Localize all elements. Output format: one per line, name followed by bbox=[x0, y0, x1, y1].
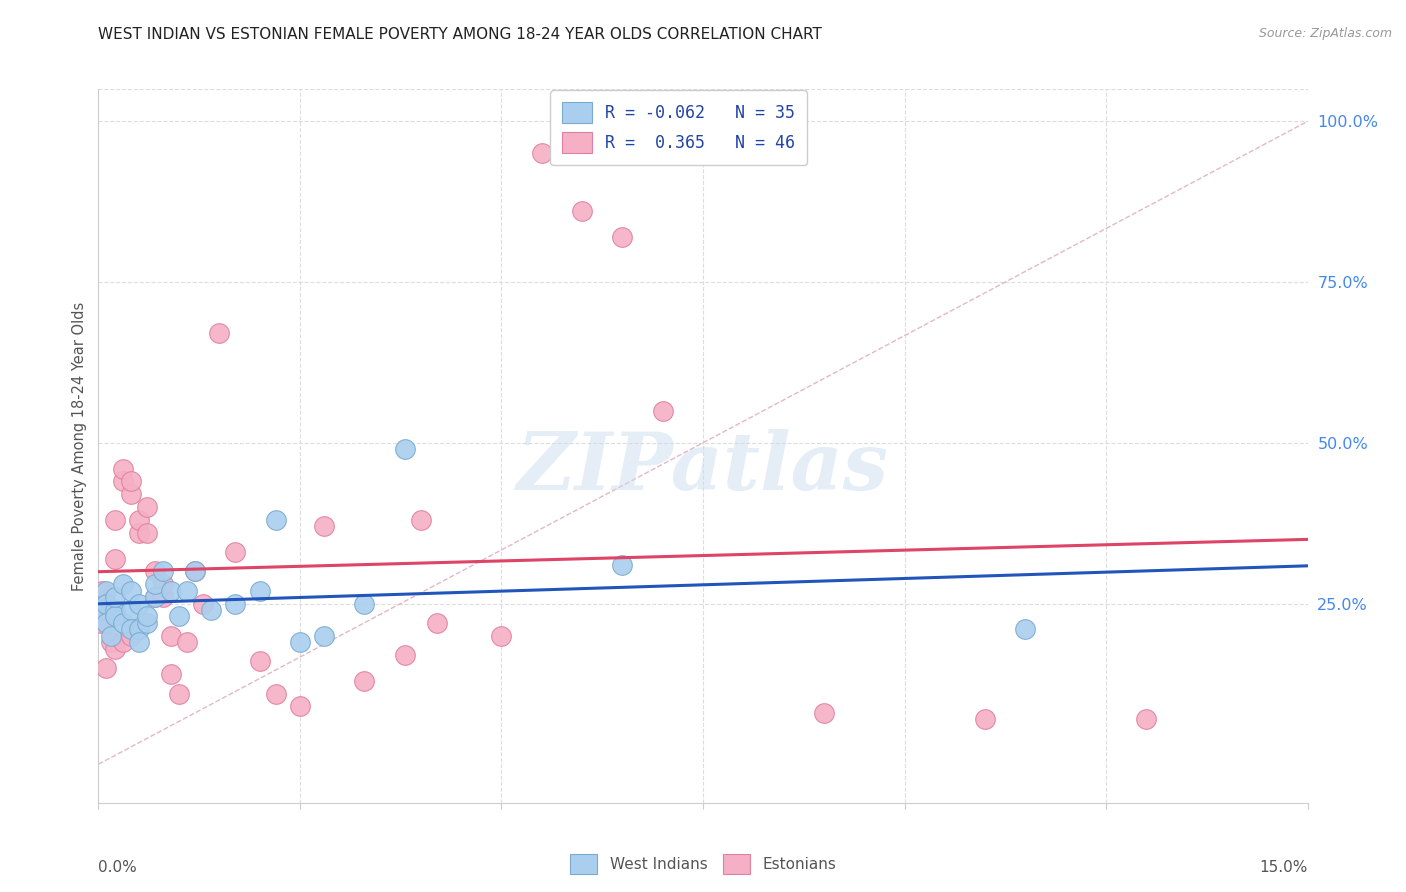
Point bbox=[111, 475, 134, 489]
Text: 0.0%: 0.0% bbox=[98, 860, 138, 875]
Point bbox=[96, 597, 118, 611]
Point bbox=[394, 442, 416, 457]
Point bbox=[143, 577, 166, 591]
Point bbox=[184, 565, 207, 579]
Point bbox=[314, 629, 336, 643]
Point bbox=[160, 629, 183, 643]
Point bbox=[103, 641, 125, 656]
Point bbox=[135, 500, 157, 514]
Point bbox=[111, 615, 134, 630]
Point bbox=[208, 326, 231, 341]
Point bbox=[135, 609, 157, 624]
Point bbox=[120, 622, 142, 636]
Point bbox=[224, 545, 246, 559]
Point bbox=[152, 565, 174, 579]
Point bbox=[409, 513, 432, 527]
Point bbox=[176, 583, 198, 598]
Point bbox=[111, 577, 134, 591]
Point bbox=[120, 603, 142, 617]
Point bbox=[353, 673, 375, 688]
Point bbox=[120, 583, 142, 598]
Point bbox=[120, 629, 142, 643]
Point bbox=[96, 615, 118, 630]
Point bbox=[249, 654, 271, 668]
Point bbox=[91, 583, 114, 598]
Point bbox=[1135, 712, 1157, 726]
Point bbox=[530, 146, 553, 161]
Point bbox=[128, 525, 150, 540]
Point bbox=[111, 635, 134, 649]
Text: Source: ZipAtlas.com: Source: ZipAtlas.com bbox=[1258, 27, 1392, 40]
Point bbox=[1014, 622, 1036, 636]
Point bbox=[96, 583, 118, 598]
Point bbox=[111, 461, 134, 475]
Point bbox=[193, 597, 215, 611]
Point bbox=[103, 609, 125, 624]
Point bbox=[167, 609, 190, 624]
Point bbox=[249, 583, 271, 598]
Point bbox=[120, 475, 142, 489]
Point bbox=[128, 635, 150, 649]
Point bbox=[612, 230, 634, 244]
Text: 15.0%: 15.0% bbox=[1260, 860, 1308, 875]
Point bbox=[353, 597, 375, 611]
Legend: West Indians, Estonians: West Indians, Estonians bbox=[564, 848, 842, 880]
Point bbox=[143, 590, 166, 604]
Point bbox=[224, 597, 246, 611]
Point bbox=[135, 525, 157, 540]
Point bbox=[100, 635, 122, 649]
Point bbox=[264, 686, 287, 700]
Point bbox=[103, 551, 125, 566]
Point bbox=[143, 565, 166, 579]
Point bbox=[612, 558, 634, 572]
Point bbox=[974, 712, 997, 726]
Point bbox=[103, 513, 125, 527]
Text: WEST INDIAN VS ESTONIAN FEMALE POVERTY AMONG 18-24 YEAR OLDS CORRELATION CHART: WEST INDIAN VS ESTONIAN FEMALE POVERTY A… bbox=[98, 27, 823, 42]
Point bbox=[651, 403, 673, 417]
Point bbox=[200, 603, 222, 617]
Point bbox=[160, 583, 183, 598]
Point bbox=[394, 648, 416, 662]
Point bbox=[176, 635, 198, 649]
Point bbox=[288, 635, 311, 649]
Point bbox=[184, 565, 207, 579]
Point bbox=[571, 204, 593, 219]
Point bbox=[135, 615, 157, 630]
Point bbox=[264, 513, 287, 527]
Point bbox=[91, 603, 114, 617]
Point bbox=[152, 590, 174, 604]
Point bbox=[160, 667, 183, 681]
Point bbox=[152, 577, 174, 591]
Point bbox=[128, 622, 150, 636]
Point bbox=[491, 629, 513, 643]
Point bbox=[103, 603, 125, 617]
Point bbox=[167, 686, 190, 700]
Point bbox=[90, 615, 112, 630]
Point bbox=[128, 513, 150, 527]
Point bbox=[96, 597, 118, 611]
Point bbox=[103, 590, 125, 604]
Point bbox=[100, 629, 122, 643]
Point bbox=[128, 597, 150, 611]
Point bbox=[120, 487, 142, 501]
Point bbox=[314, 519, 336, 533]
Point bbox=[426, 615, 449, 630]
Point bbox=[288, 699, 311, 714]
Point bbox=[143, 590, 166, 604]
Point bbox=[813, 706, 835, 720]
Point bbox=[96, 661, 118, 675]
Legend: R = -0.062   N = 35, R =  0.365   N = 46: R = -0.062 N = 35, R = 0.365 N = 46 bbox=[551, 90, 807, 165]
Y-axis label: Female Poverty Among 18-24 Year Olds: Female Poverty Among 18-24 Year Olds bbox=[72, 301, 87, 591]
Text: ZIPatlas: ZIPatlas bbox=[517, 429, 889, 506]
